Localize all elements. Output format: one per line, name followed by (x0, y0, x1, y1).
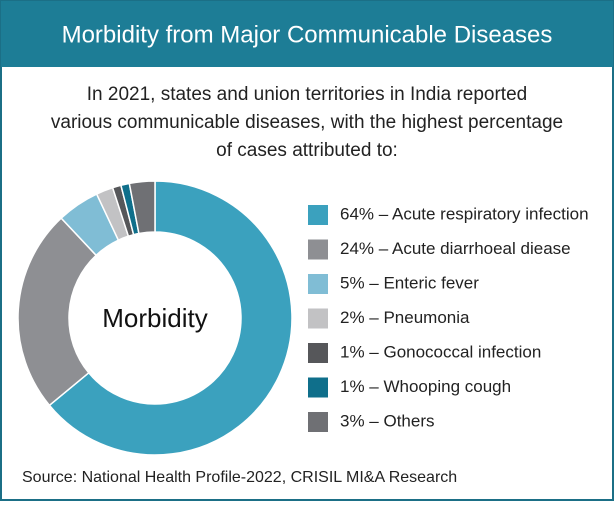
legend-swatch (308, 377, 328, 398)
legend-label: 3% – Others (340, 411, 435, 430)
legend-swatch (308, 205, 328, 225)
legend-label: 64% – Acute respiratory infection (340, 204, 589, 223)
legend-label: 24% – Acute diarrhoeal diease (340, 239, 571, 258)
legend-label: 1% – Gonococcal infection (340, 342, 541, 361)
header-band (1, 1, 613, 67)
legend-swatch (308, 239, 328, 260)
subtitle-line: various communicable diseases, with the … (51, 112, 563, 133)
subtitle-line: In 2021, states and union territories in… (87, 84, 527, 105)
source-note: Source: National Health Profile-2022, CR… (22, 469, 457, 486)
donut-slice (17, 217, 98, 407)
center-label: Morbidity (102, 303, 207, 333)
legend-label: 2% – Pneumonia (340, 308, 470, 327)
donut-slice (128, 180, 156, 235)
legend-label: 5% – Enteric fever (340, 273, 479, 292)
legend-label: 1% – Whooping cough (340, 377, 511, 396)
subtitle-line: of cases attributed to: (216, 140, 398, 161)
donut-slice (48, 180, 293, 456)
legend-swatch (308, 412, 328, 432)
legend-swatch (308, 274, 328, 294)
legend-swatch (308, 343, 328, 363)
legend-swatch (308, 308, 328, 329)
chart-title: Morbidity from Major Communicable Diseas… (62, 21, 553, 48)
